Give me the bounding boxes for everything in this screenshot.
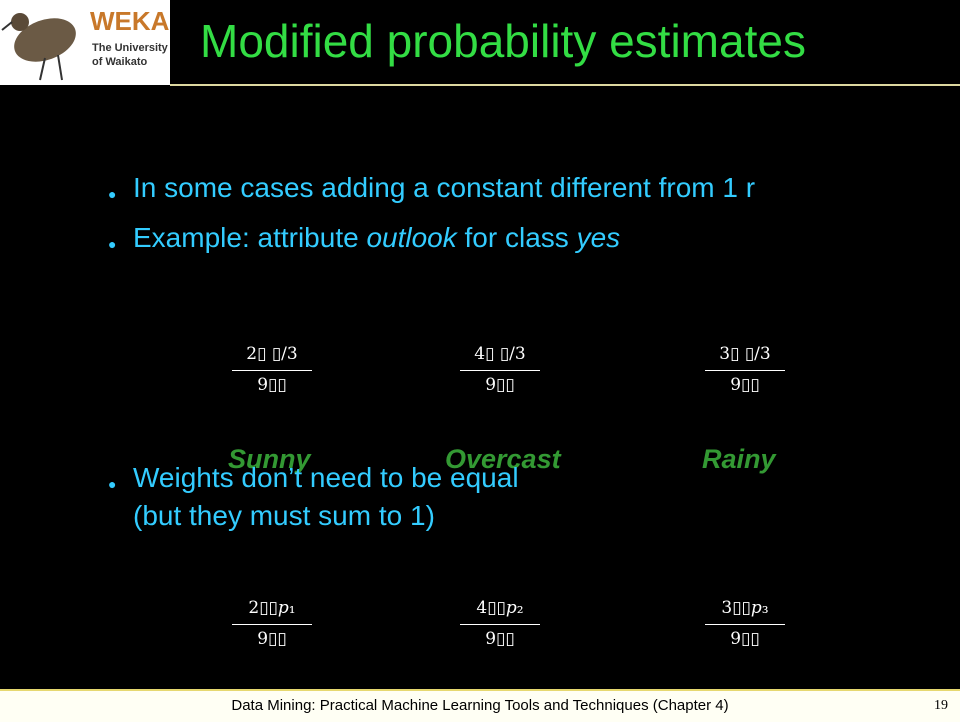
fraction-bar (232, 624, 312, 625)
denominator: 9▯▯ (257, 629, 287, 649)
footer-text: Data Mining: Practical Machine Learning … (231, 697, 729, 714)
logo: WEKA The University of Waikato (0, 0, 170, 85)
slide-title: Modified probability estimates (200, 15, 806, 67)
fraction: 2▯▯𝑝₁ 9▯▯ (232, 598, 312, 649)
text: Example: attribute (133, 222, 367, 253)
page-number: 19 (934, 698, 948, 713)
fraction-bar (460, 370, 540, 371)
bullet-text: Example: attribute outlook for class yes (133, 222, 620, 254)
logo-line: of Waikato (92, 56, 148, 68)
label: Overcast (445, 444, 561, 474)
fraction-bar (460, 624, 540, 625)
fraction: 3▯▯𝑝₃ 9▯▯ (705, 598, 785, 649)
footer: Data Mining: Practical Machine Learning … (0, 689, 960, 722)
fraction: 2▯ ▯/3 9▯▯ (232, 344, 312, 395)
denominator: 9▯▯ (730, 375, 760, 395)
label: Rainy (702, 444, 776, 474)
logo-line: The University (92, 42, 168, 54)
denominator: 9▯▯ (730, 629, 760, 649)
bullet-text: Weights don’t need to be equal (133, 462, 519, 493)
text: for class (456, 222, 577, 253)
denominator: 9▯▯ (485, 375, 515, 395)
bullet-dot: ● (108, 186, 117, 202)
numerator: 2▯▯𝑝₁ (248, 598, 296, 618)
numerator: 4▯▯𝑝₂ (476, 598, 524, 618)
numerator: 3▯ ▯/3 (719, 344, 771, 364)
fraction: 4▯▯𝑝₂ 9▯▯ (460, 598, 540, 649)
fraction-bar (232, 370, 312, 371)
fraction-bar (705, 624, 785, 625)
text: outlook (366, 222, 457, 253)
bullet-dot: ● (108, 236, 117, 252)
numerator: 4▯ ▯/3 (474, 344, 526, 364)
bullet-text: In some cases adding a constant differen… (133, 172, 756, 203)
fraction: 4▯ ▯/3 9▯▯ (460, 344, 540, 395)
denominator: 9▯▯ (485, 629, 515, 649)
logo-bird (1, 13, 76, 81)
label: Sunny (228, 444, 311, 474)
numerator: 3▯▯𝑝₃ (721, 598, 769, 618)
denominator: 9▯▯ (257, 375, 287, 395)
text: yes (576, 222, 621, 253)
logo-name: WEKA (90, 6, 170, 36)
fraction-bar (705, 370, 785, 371)
bullet-dot: ● (108, 476, 117, 492)
numerator: 2▯ ▯/3 (246, 344, 298, 364)
bullet-text: (but they must sum to 1) (133, 500, 435, 531)
fraction: 3▯ ▯/3 9▯▯ (705, 344, 785, 395)
header-rule (170, 84, 960, 86)
